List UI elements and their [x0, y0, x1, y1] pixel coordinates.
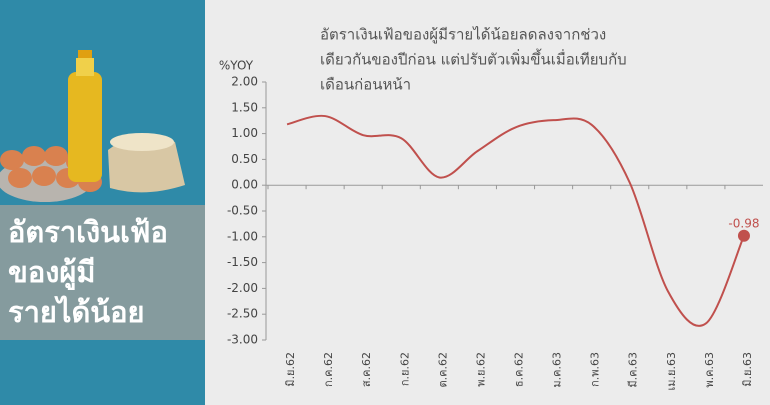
x-tick-label: มี.ค.63 [627, 352, 640, 388]
y-tick-label: -2.00 [227, 281, 258, 295]
y-tick-label: 0.00 [231, 178, 258, 192]
x-tick-label: ก.ค.62 [322, 352, 335, 387]
data-label: -0.98 [728, 216, 759, 230]
panel-text: รายได้น้อย [8, 295, 145, 329]
x-tick-label: พ.ย.62 [474, 352, 487, 387]
x-tick-label: มิ.ย.62 [284, 352, 297, 387]
panel-text-box [0, 205, 205, 340]
x-tick-label: ก.ย.62 [398, 352, 411, 386]
product-illustration [0, 50, 185, 202]
x-tick-label: พ.ค.63 [703, 352, 716, 388]
panel-text: อัตราเงินเฟ้อ [8, 215, 168, 249]
x-tick-label: ธ.ค.62 [513, 352, 526, 387]
chart-title: อัตราเงินเฟ้อของผู้มีรายได้น้อยลดลงจากช่… [320, 26, 606, 44]
y-tick-label: -1.00 [227, 229, 258, 243]
y-tick-label: 1.50 [231, 100, 258, 114]
point-marker [737, 229, 750, 242]
x-tick-label: ม.ค.63 [551, 352, 564, 388]
chart-title: เดียวกันของปีก่อน แต่ปรับตัวเพิ่มขึ้นเมื… [320, 49, 627, 69]
y-tick-label: 2.00 [231, 75, 258, 89]
x-tick-label: เม.ย.63 [665, 352, 678, 390]
y-tick-label: 1.00 [231, 126, 258, 140]
x-tick-label: ต.ค.62 [436, 352, 449, 388]
left-panel [0, 0, 205, 405]
y-tick-label: -0.50 [227, 204, 258, 218]
x-tick-label: ก.พ.63 [589, 352, 602, 387]
y-axis-label: %YOY [219, 59, 254, 73]
x-tick-label: มิ.ย.63 [741, 352, 754, 387]
chart-panel [205, 0, 770, 405]
y-tick-label: -3.00 [227, 333, 258, 347]
line [286, 114, 745, 327]
panel-text: ของผู้มี [8, 255, 96, 290]
y-tick-label: -1.50 [227, 255, 258, 269]
x-tick-label: ส.ค.62 [360, 352, 373, 387]
y-tick-label: -2.50 [227, 307, 258, 321]
chart-title: เดือนก่อนหน้า [320, 76, 411, 94]
y-tick-label: 0.50 [231, 152, 258, 166]
